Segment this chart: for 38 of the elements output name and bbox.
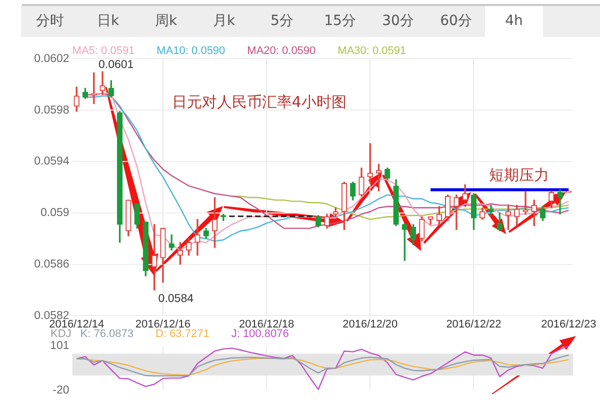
y-tick-label: 0.0598: [34, 104, 70, 116]
x-tick-label: 2016/12/16: [135, 318, 190, 330]
y-tick-label: 101: [50, 340, 70, 352]
text: MA10: 0.0590: [156, 45, 226, 58]
annotation: 0.0584: [158, 292, 194, 305]
category-label: 15分: [311, 6, 369, 37]
x-tick-label: 2016/12/14: [49, 318, 104, 330]
text: MA30: 0.0591: [338, 45, 406, 58]
candlestick: [100, 71, 106, 96]
x-tick-label: 2016/12/20: [342, 318, 398, 330]
x-tick-label: 2016/12/18: [239, 318, 294, 330]
category-label: 分时: [21, 6, 79, 37]
category-label: 30分: [369, 6, 427, 37]
candlestick: [557, 189, 563, 215]
y-tick-label: 0.0586: [34, 258, 70, 270]
text: D: 63.7271: [156, 328, 210, 340]
series-label: 短期压力: [488, 166, 549, 184]
category-label: 月k: [195, 6, 253, 37]
text: 日元对人民币汇率4小时图: [172, 92, 346, 111]
y-tick-label: 0.059: [40, 207, 70, 220]
text: MA20: 0.0590: [247, 45, 316, 58]
category-label: 4h: [485, 6, 543, 37]
x-tick-label: 2016/12/22: [446, 318, 502, 330]
y-tick-label: 0.0594: [34, 156, 70, 168]
candlestick: [194, 218, 200, 256]
y-tick-label: -20: [52, 384, 70, 396]
text: MA5: 0.0591: [72, 45, 135, 58]
category-label: 日k: [79, 6, 137, 37]
series-label: K: 76.0873: [80, 328, 134, 340]
category-label: 周k: [137, 6, 195, 37]
chart-title: KDJ: [50, 328, 72, 340]
candlestick: [522, 190, 528, 215]
series-label: J: 100.8076: [231, 328, 289, 340]
category-label: 5分: [253, 6, 311, 37]
category-label: 60分: [427, 6, 485, 37]
y-tick-label: 0.0602: [34, 52, 70, 65]
x-tick-label: 2016/12/23: [541, 318, 596, 330]
annotation: 0.0601: [98, 58, 134, 71]
